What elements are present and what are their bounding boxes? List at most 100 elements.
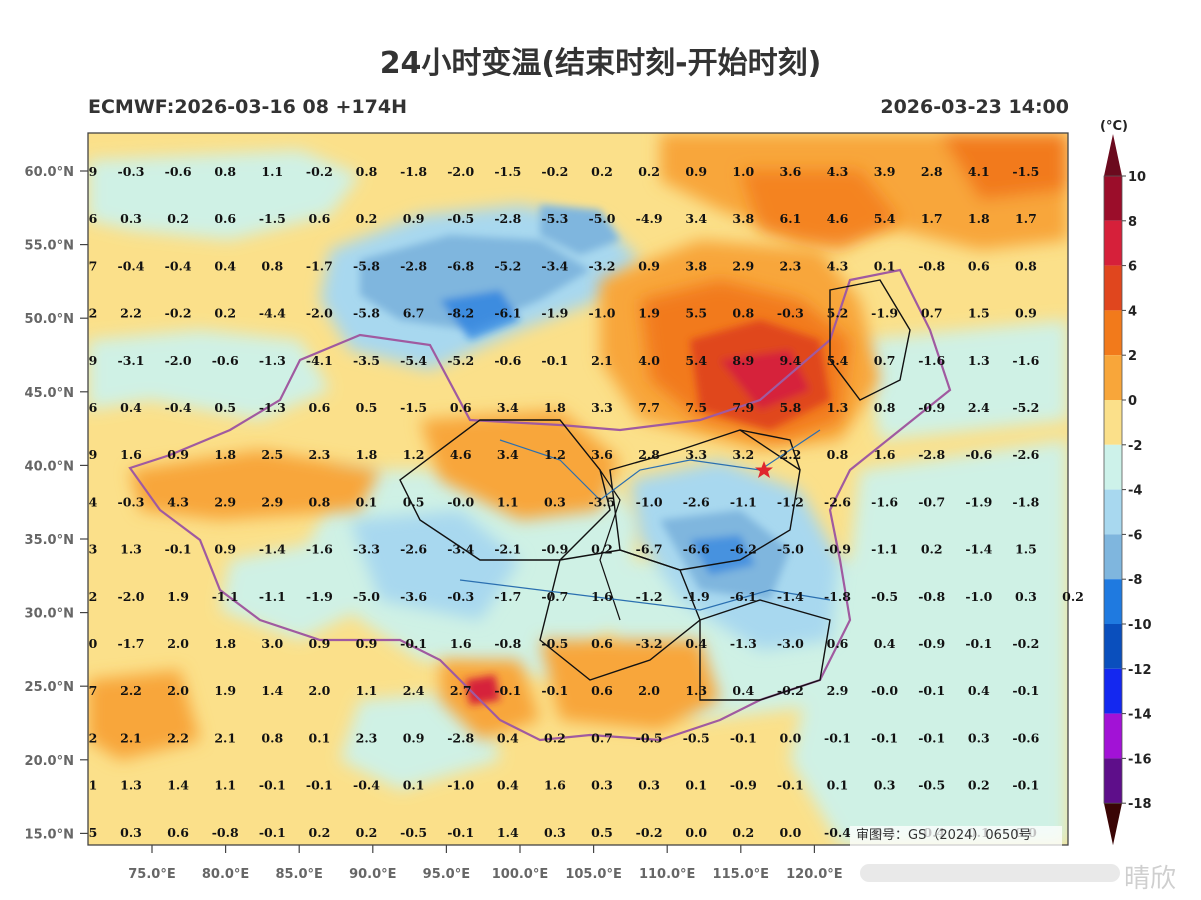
grid-value: -0.8 [212,825,239,840]
grid-value: 0.2 [591,164,613,179]
grid-value: -2.8 [400,258,427,273]
grid-value: -6.1 [494,306,521,321]
grid-value: 2 [89,730,98,745]
grid-value: 1.1 [214,778,236,793]
grid-value: -2.0 [447,164,474,179]
grid-value: 0.4 [874,636,896,651]
grid-value: -4.4 [259,306,286,321]
lon-tick-label: 100.0°E [492,867,549,882]
colorbar-label: 6 [1128,260,1137,275]
colorbar-label: -18 [1128,797,1152,812]
grid-value: 2.1 [214,730,236,745]
grid-value: -1.6 [306,542,333,557]
colorbar-bottom-arrow [1104,803,1122,846]
grid-value: -2.0 [165,353,192,368]
grid-value: -1.1 [871,542,898,557]
lon-tick-label: 80.0°E [202,867,249,882]
grid-value: -0.6 [494,353,521,368]
grid-value: 1.8 [214,636,236,651]
grid-value: -1.8 [824,589,851,604]
grid-value: 1.3 [685,683,707,698]
watermark-bar [860,864,1120,882]
colorbar-segment [1104,758,1122,804]
grid-value: -0.9 [541,542,568,557]
grid-value: -0.1 [259,825,286,840]
grid-value: 0.8 [214,164,236,179]
map-approval-number: 审图号：GS（2024）0650号 [850,826,1062,846]
colorbar-label: 4 [1128,304,1137,319]
grid-value: 2.1 [591,353,613,368]
grid-value: 0.2 [544,730,566,745]
grid-value: -2.6 [683,494,710,509]
grid-value: -0.1 [777,778,804,793]
grid-value: -1.7 [118,636,145,651]
grid-value: -0.8 [494,636,521,651]
grid-value: -2.6 [400,542,427,557]
grid-value: -0.5 [918,778,945,793]
grid-value: -0.3 [118,494,145,509]
grid-value: 0.6 [968,258,990,273]
grid-value: 2.9 [827,683,849,698]
grid-value: -1.7 [306,258,333,273]
grid-value: 7 [89,683,98,698]
grid-value: -1.4 [259,542,286,557]
grid-value: 0.6 [214,211,236,226]
grid-value: 0.4 [120,400,142,415]
grid-value: 1.2 [544,447,566,462]
grid-value: 0.2 [732,825,754,840]
grid-value: 2.2 [120,306,142,321]
grid-value: -1.7 [494,589,521,604]
grid-value: 0.8 [874,400,896,415]
grid-value: 2.5 [261,447,283,462]
lon-tick-label: 115.0°E [713,867,770,882]
grid-value: -6.6 [683,542,710,557]
grid-value: 1.3 [827,400,849,415]
grid-value: -5.2 [1012,400,1039,415]
lat-tick-label: 55.0°N [25,239,74,254]
lon-tick-label: 110.0°E [639,867,696,882]
lon-tick-label: 85.0°E [275,867,322,882]
grid-value: -0.1 [824,730,851,745]
grid-value: 5.8 [780,400,802,415]
grid-value: 5.5 [685,306,707,321]
grid-value: 4.3 [827,258,849,273]
grid-value: 0.1 [685,778,707,793]
grid-value: 0.2 [1062,589,1084,604]
grid-value: -0.5 [400,825,427,840]
grid-value: 0.2 [968,778,990,793]
colorbar-segment [1104,668,1122,714]
grid-value: 0.9 [403,211,425,226]
grid-value: -3.2 [636,636,663,651]
colorbar-label: -4 [1128,484,1142,499]
grid-value: -0.1 [306,778,333,793]
grid-value: 0.8 [309,494,331,509]
grid-value: 1.2 [403,447,425,462]
grid-value: -5.0 [589,211,616,226]
grid-value: 0.2 [309,825,331,840]
lat-tick-label: 15.0°N [25,827,74,842]
colorbar-segment [1104,713,1122,759]
capital-star-icon [755,461,773,478]
grid-value: 9 [89,353,98,368]
grid-value: -6.2 [730,542,757,557]
grid-value: -0.6 [165,164,192,179]
grid-value: -0.1 [259,778,286,793]
grid-value: 4.3 [167,494,189,509]
grid-value: -6.1 [730,589,757,604]
grid-value: -0.7 [918,494,945,509]
grid-value: -1.3 [259,400,286,415]
grid-value: 0.3 [638,778,660,793]
grid-value: -5.0 [353,589,380,604]
grid-value: 0.1 [827,778,849,793]
grid-value: 0.2 [214,306,236,321]
grid-value: 6 [89,211,98,226]
grid-value: 0.9 [167,447,189,462]
grid-value: 2.0 [167,636,189,651]
grid-value: 0.8 [827,447,849,462]
grid-value: 4.0 [638,353,660,368]
grid-value: 2 [89,306,98,321]
grid-value: 1.6 [120,447,142,462]
grid-value: 0.8 [732,306,754,321]
grid-value: 1.6 [544,778,566,793]
colorbar-label: 0 [1128,394,1137,409]
